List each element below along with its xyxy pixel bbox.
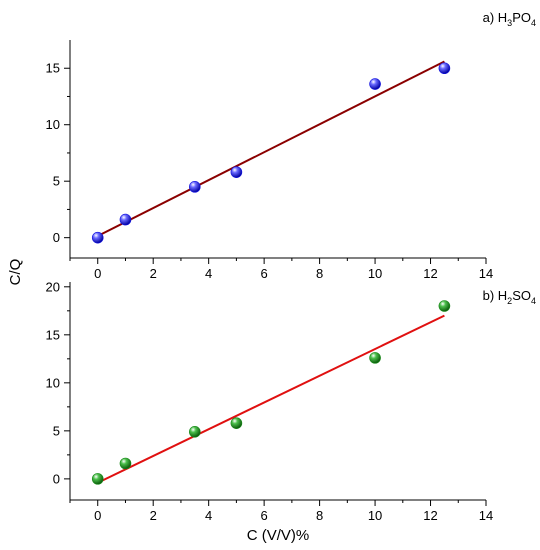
y-tick-label: 5 [53, 174, 60, 189]
data-point [438, 300, 451, 312]
y-tick-label: 15 [46, 327, 60, 342]
x-tick-label: 10 [368, 266, 382, 281]
y-tick-label: 10 [46, 375, 60, 390]
x-tick-label: 0 [94, 266, 101, 281]
x-tick-label: 4 [205, 266, 212, 281]
fit-line [97, 314, 445, 484]
x-tick-label: 2 [150, 508, 157, 523]
y-tick-label: 5 [53, 423, 60, 438]
data-point [369, 352, 381, 364]
x-axis-title: C (V/V)% [247, 527, 310, 544]
data-point [189, 426, 201, 438]
data-point [438, 62, 451, 75]
x-tick-label: 8 [316, 266, 323, 281]
x-tick-label: 6 [261, 508, 268, 523]
data-point [230, 166, 243, 178]
y-tick-label: 10 [46, 117, 60, 132]
data-point [91, 473, 104, 485]
y-axis-title: C/Q [7, 259, 24, 286]
data-point [91, 231, 104, 244]
panel-b: 0 2 4 6 8 10 12 14 0 5 10 15 20 b) H2SO4 [46, 279, 536, 523]
panel-label: a) H3PO4 [483, 10, 536, 28]
x-tick-label: 0 [94, 508, 101, 523]
data-point [119, 457, 132, 470]
y-tick-label: 0 [53, 471, 60, 486]
x-tick-label: 14 [479, 266, 493, 281]
fit-line [97, 60, 445, 237]
y-tick-label: 15 [46, 61, 60, 76]
x-tick-label: 2 [150, 266, 157, 281]
x-tick-label: 12 [423, 266, 437, 281]
data-point [189, 181, 201, 193]
x-tick-label: 6 [261, 266, 268, 281]
x-tick-label: 10 [368, 508, 382, 523]
x-tick-label: 8 [316, 508, 323, 523]
panel-a: 0 2 4 6 8 10 12 14 0 5 10 15 a) H3PO4 [46, 10, 536, 281]
x-tick-label: 4 [205, 508, 212, 523]
x-tick-label: 12 [423, 508, 437, 523]
y-tick-label: 20 [46, 279, 60, 294]
x-tick-label: 14 [479, 508, 493, 523]
data-point [369, 78, 381, 90]
panel-label: b) H2SO4 [483, 288, 536, 306]
data-point [119, 213, 132, 226]
y-tick-label: 0 [53, 230, 60, 245]
data-point [230, 417, 243, 429]
